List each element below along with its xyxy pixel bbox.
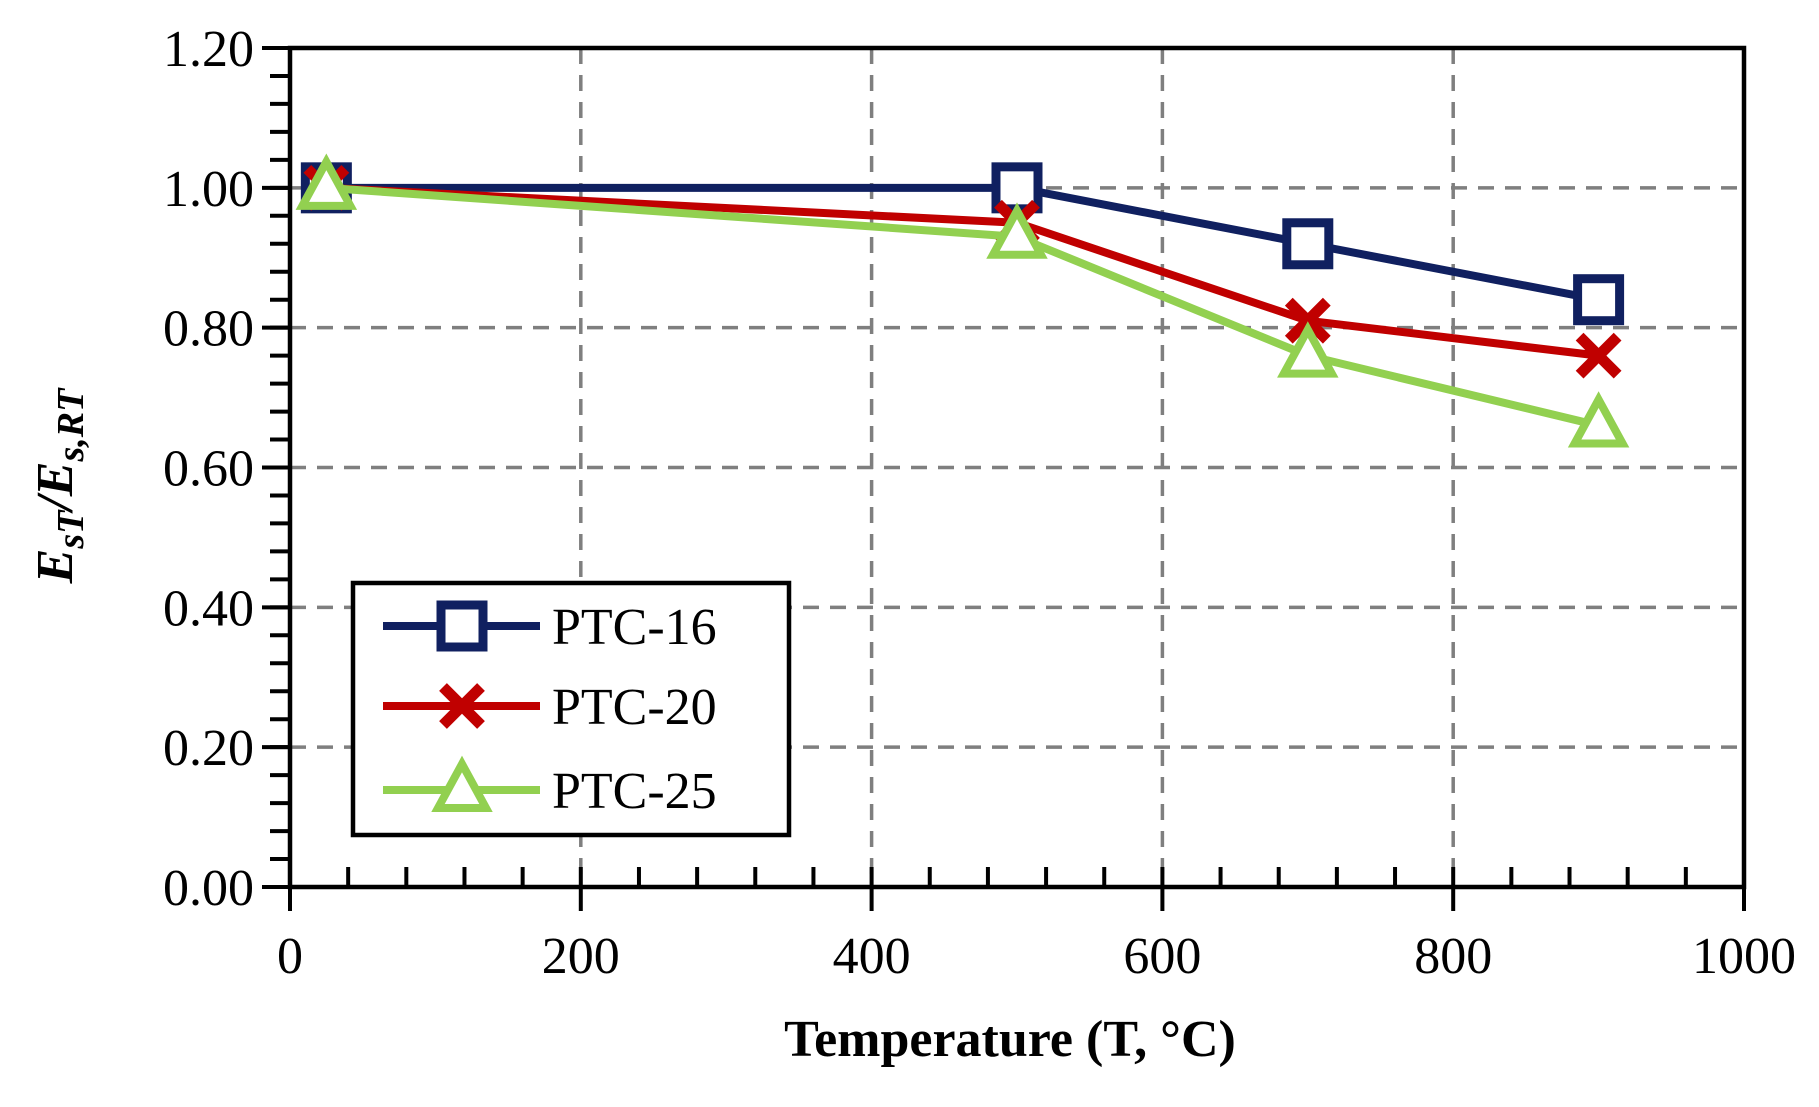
y-tick-label: 1.20 [163, 21, 254, 78]
y-tick-label: 0.20 [163, 720, 254, 777]
legend-label: PTC-16 [552, 599, 717, 656]
y-tick-labels: 0.00 0.20 0.40 0.60 0.80 1.00 1.20 [163, 21, 254, 917]
legend-item-ptc-16: PTC-16 [383, 599, 717, 656]
x-tick-label: 400 [833, 928, 911, 985]
x-tick-label: 0 [277, 928, 303, 985]
data-point [1277, 321, 1339, 378]
legend-item-ptc-20: PTC-20 [383, 679, 717, 736]
data-point [1284, 297, 1331, 344]
data-series [295, 153, 1630, 448]
marker-stroke [1575, 332, 1622, 379]
y-tick-label: 0.60 [163, 441, 254, 498]
data-point [295, 153, 358, 210]
y-axis-title-slash: /E [27, 462, 84, 515]
legend: PTC-16 PTC-20 PTC-25 [350, 580, 792, 838]
y-tick-label: 1.00 [163, 161, 254, 218]
data-point [1567, 391, 1630, 448]
y-tick-label: 0.80 [163, 301, 254, 358]
series-ptc-25 [295, 153, 1630, 448]
legend-label: PTC-25 [552, 763, 717, 820]
legend-marker [436, 600, 488, 652]
y-axis-title-sub1: sT [50, 509, 92, 550]
legend-label: PTC-20 [552, 679, 717, 736]
x-tick-labels: 0 200 400 600 800 1000 [277, 928, 1796, 985]
marker-stroke [439, 683, 485, 729]
y-tick-label: 0.00 [163, 860, 254, 917]
y-tick-label: 0.40 [163, 580, 254, 637]
marker-stroke [1284, 297, 1331, 344]
series-line [326, 183, 1600, 430]
x-tick-label: 800 [1414, 928, 1492, 985]
legend-marker [431, 755, 493, 812]
data-point [1575, 332, 1622, 379]
y-axis-title-sub2: s,RT [50, 387, 92, 463]
x-tick-label: 600 [1123, 928, 1201, 985]
data-point [1573, 274, 1625, 326]
series-line [326, 183, 1600, 304]
series-line [326, 183, 1600, 360]
tick-marks [262, 46, 1746, 911]
x-axis-title: Temperature (T, °C) [784, 1011, 1236, 1068]
y-axis-title-main: E [27, 549, 84, 585]
x-tick-label: 1000 [1692, 928, 1796, 985]
legend-item-ptc-25: PTC-25 [383, 755, 717, 820]
legend-marker [439, 683, 485, 729]
y-axis-title: EsT/Es,RT [27, 387, 92, 584]
data-point [1282, 218, 1334, 270]
series-ptc-16 [300, 162, 1625, 326]
x-tick-label: 200 [542, 928, 620, 985]
data-point [986, 202, 1048, 259]
